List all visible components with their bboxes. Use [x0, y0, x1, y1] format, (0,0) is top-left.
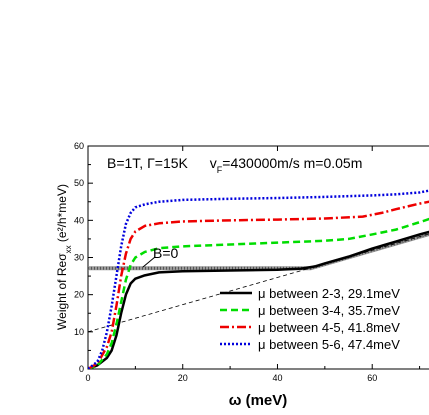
x-tick-label: 20 [178, 373, 188, 383]
x-axis-label: ω (meV) [229, 392, 288, 409]
series-group [88, 189, 429, 369]
series-line [88, 230, 429, 369]
legend: μ between 2-3, 29.1meV μ between 3-4, 35.… [220, 286, 400, 352]
y-tick-label: 0 [79, 364, 84, 374]
y-tick-label: 30 [74, 253, 84, 263]
x-tick-label: 40 [272, 373, 282, 383]
plot-frame [87, 145, 429, 370]
legend-label: μ between 5-6, 47.4meV [258, 337, 400, 352]
legend-label: μ between 3-4, 35.7meV [258, 303, 400, 318]
y-tick-label: 50 [74, 178, 84, 188]
y-tick-label: 20 [74, 290, 84, 300]
y-axis-label-subscript: xx [64, 245, 73, 253]
y-tick-label: 10 [74, 327, 84, 337]
b0-label: B=0 [153, 245, 179, 261]
x-tick-label: 0 [85, 373, 90, 383]
legend-label: μ between 2-3, 29.1meV [258, 286, 400, 301]
b0-pointer [142, 256, 156, 268]
series-line [88, 189, 429, 369]
legend-label: μ between 4-5, 41.8meV [258, 320, 400, 335]
y-axis-label: Weight of Reσxx (e²/h*meV) [55, 184, 73, 330]
x-tick-label: 60 [367, 373, 377, 383]
series-line [88, 200, 429, 369]
y-tick-label: 40 [74, 215, 84, 225]
axis-ticks: 0 20 40 60 0 10 20 30 40 50 60 [74, 141, 421, 383]
series-line [88, 217, 429, 369]
y-tick-label: 60 [74, 141, 84, 151]
parameter-text: B=1T, Γ=15K vF=430000m/s m=0.05m [107, 155, 362, 175]
parameter-subscript: F [217, 165, 223, 175]
